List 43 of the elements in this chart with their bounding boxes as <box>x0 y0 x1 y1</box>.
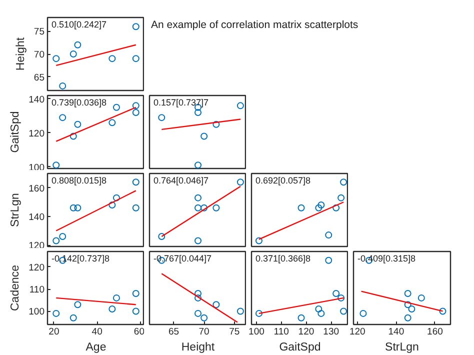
y-tick-label: 160 <box>28 183 45 194</box>
x-tick-label: 130 <box>323 326 340 338</box>
x-tick-label: 60 <box>134 326 145 338</box>
x-tick-label: 20 <box>48 326 60 338</box>
y-tick-label: 120 <box>28 128 45 140</box>
x-tick-label: 40 <box>92 326 102 338</box>
y-axis-title: Height <box>14 36 27 71</box>
x-tick-label: 70 <box>198 326 210 338</box>
x-tick-label: 110 <box>274 326 289 338</box>
annotation: 0.157[0.737]7 <box>154 98 209 108</box>
text: An example of correlation matrix scatterplots <box>151 18 358 33</box>
annotation: 0.371[0.366]8 <box>256 254 311 264</box>
annotation: 0.692[0.057]8 <box>256 176 311 186</box>
annotation: -0.142[0.737]8 <box>52 254 110 264</box>
annotation: 0.764[0.046]7 <box>154 176 209 186</box>
y-axis-title: GaitSpd <box>10 111 22 153</box>
annotation: 0.739[0.036]8 <box>52 98 107 108</box>
y-tick-label: 120 <box>28 262 45 274</box>
y-tick-label: 140 <box>28 212 45 223</box>
annotation: -0.409[0.315]8 <box>358 254 416 264</box>
y-tick-label: 100 <box>28 306 45 318</box>
x-axis-title: GaitSpd <box>279 342 321 354</box>
x-tick-label: 120 <box>349 326 366 338</box>
annotation: 0.510[0.242]7 <box>52 20 107 30</box>
x-tick-label: 120 <box>298 326 314 338</box>
x-tick-label: 100 <box>248 326 264 338</box>
x-axis-title: StrLgn <box>385 342 419 354</box>
annotation: 0.808[0.015]8 <box>52 176 107 186</box>
y-tick-label: 75 <box>34 26 45 38</box>
x-tick-label: 160 <box>427 326 443 338</box>
x-axis-title: Height <box>181 342 216 354</box>
x-tick-label: 65 <box>168 326 180 338</box>
y-tick-label: 70 <box>34 50 45 60</box>
y-tick-label: 65 <box>34 72 45 84</box>
x-tick-label: 140 <box>388 326 404 338</box>
y-tick-label: 100 <box>28 162 45 174</box>
y-tick-label: 140 <box>28 94 45 106</box>
y-axis-title: StrLgn <box>10 193 22 227</box>
y-tick-label: 110 <box>29 284 45 296</box>
x-tick-label: 75 <box>229 326 240 338</box>
y-axis-title: Cadence <box>10 264 22 312</box>
annotation: -0.767[0.044]7 <box>154 254 212 264</box>
x-axis-title: Age <box>86 342 106 354</box>
